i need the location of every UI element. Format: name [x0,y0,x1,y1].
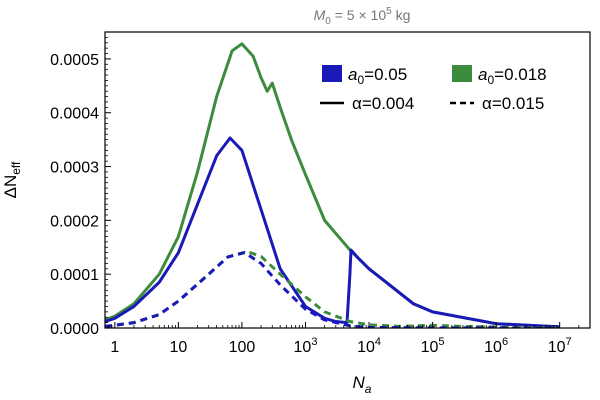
x-tick-label-3: 100 [229,339,256,356]
x-tick-label-6: 105 [421,336,445,356]
y-tick-label-4: 0.0003 [50,160,99,177]
y-tick-label-6: 0.0005 [50,52,99,69]
y-tick-label-3: 0.0002 [50,213,99,230]
x-tick-label-1: 1 [110,339,119,356]
legend-style-label-2: α=0.015 [482,94,544,113]
x-axis-label: Na [353,373,372,396]
x-tick-label-4: 103 [294,336,318,356]
y-tick-label-1: 0.0000 [50,321,99,338]
y-tick-label-2: 0.0001 [50,267,99,284]
y-tick-label-5: 0.0004 [50,106,99,123]
legend-label-1: a0=0.05 [348,65,407,87]
x-tick-label-7: 106 [484,336,508,356]
x-tick-label-5: 104 [357,336,381,356]
legend-swatch-1 [322,65,342,82]
plot-frame [104,31,591,329]
series-line-2 [105,136,560,328]
chart-title: M0 = 5 × 105 kg [314,6,411,27]
x-tick-label-8: 107 [548,336,572,356]
x-tick-label-2: 10 [169,339,187,356]
y-axis-label: ΔNeff [1,161,23,198]
legend-swatch-2 [452,65,472,82]
legend-label-2: a0=0.018 [478,65,547,87]
legend: a0=0.05 a0=0.018 α=0.004 α=0.015 [320,65,547,113]
series-line-4 [105,251,560,328]
legend-style-label-1: α=0.004 [352,94,414,113]
